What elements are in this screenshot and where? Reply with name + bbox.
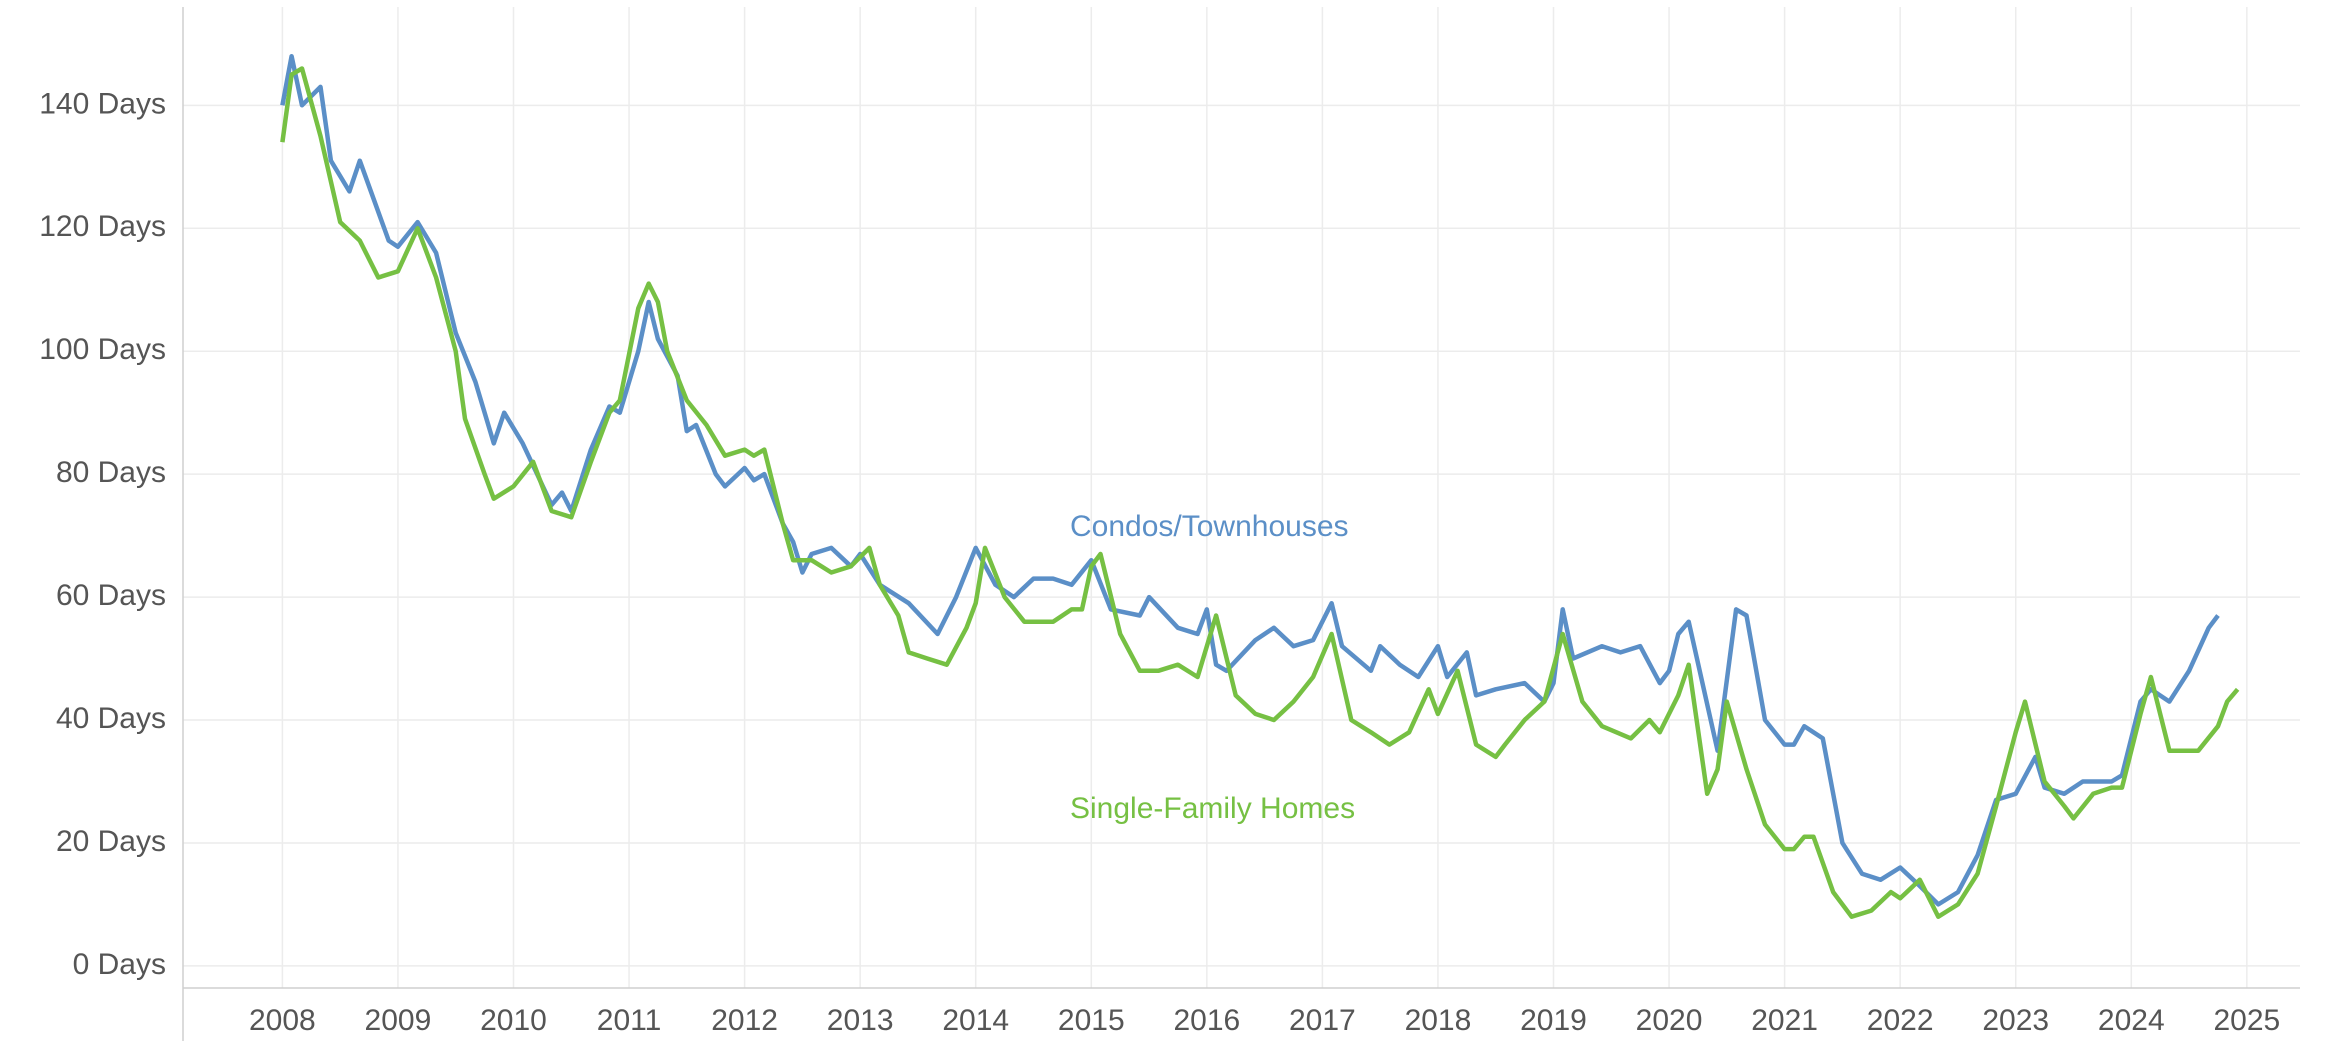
x-tick-label: 2017 (1289, 1004, 1356, 1037)
x-tick-label: 2023 (1982, 1004, 2049, 1037)
y-tick-label: 100 Days (39, 333, 166, 366)
x-tick-label: 2025 (2213, 1004, 2280, 1037)
x-tick-label: 2018 (1405, 1004, 1472, 1037)
x-tick-label: 2013 (827, 1004, 894, 1037)
series-line (280, 66, 2240, 919)
y-tick-label: 120 Days (39, 210, 166, 243)
x-tick-label: 2015 (1058, 1004, 1125, 1037)
x-tick-label: 2014 (942, 1004, 1009, 1037)
y-tick-label: 20 Days (56, 825, 166, 858)
x-tick-label: 2020 (1636, 1004, 1703, 1037)
y-tick-label: 60 Days (56, 579, 166, 612)
x-tick-label: 2022 (1867, 1004, 1934, 1037)
x-tick-label: 2011 (597, 1004, 662, 1037)
y-tick-label: 140 Days (39, 87, 166, 120)
x-tick-label: 2012 (711, 1004, 778, 1037)
x-tick-label: 2008 (249, 1004, 316, 1037)
x-tick-label: 2010 (480, 1004, 547, 1037)
y-tick-label: 80 Days (56, 456, 166, 489)
x-tick-label: 2009 (365, 1004, 432, 1037)
x-tick-label: 2024 (2098, 1004, 2165, 1037)
x-tick-label: 2021 (1751, 1004, 1818, 1037)
series-label: Condos/Townhouses (1070, 510, 1349, 543)
series-label: Single-Family Homes (1070, 792, 1355, 825)
series-line (280, 53, 2220, 907)
y-tick-label: 40 Days (56, 702, 166, 735)
y-tick-label: 0 Days (73, 948, 166, 981)
x-tick-label: 2019 (1520, 1004, 1587, 1037)
x-tick-label: 2016 (1173, 1004, 1240, 1037)
